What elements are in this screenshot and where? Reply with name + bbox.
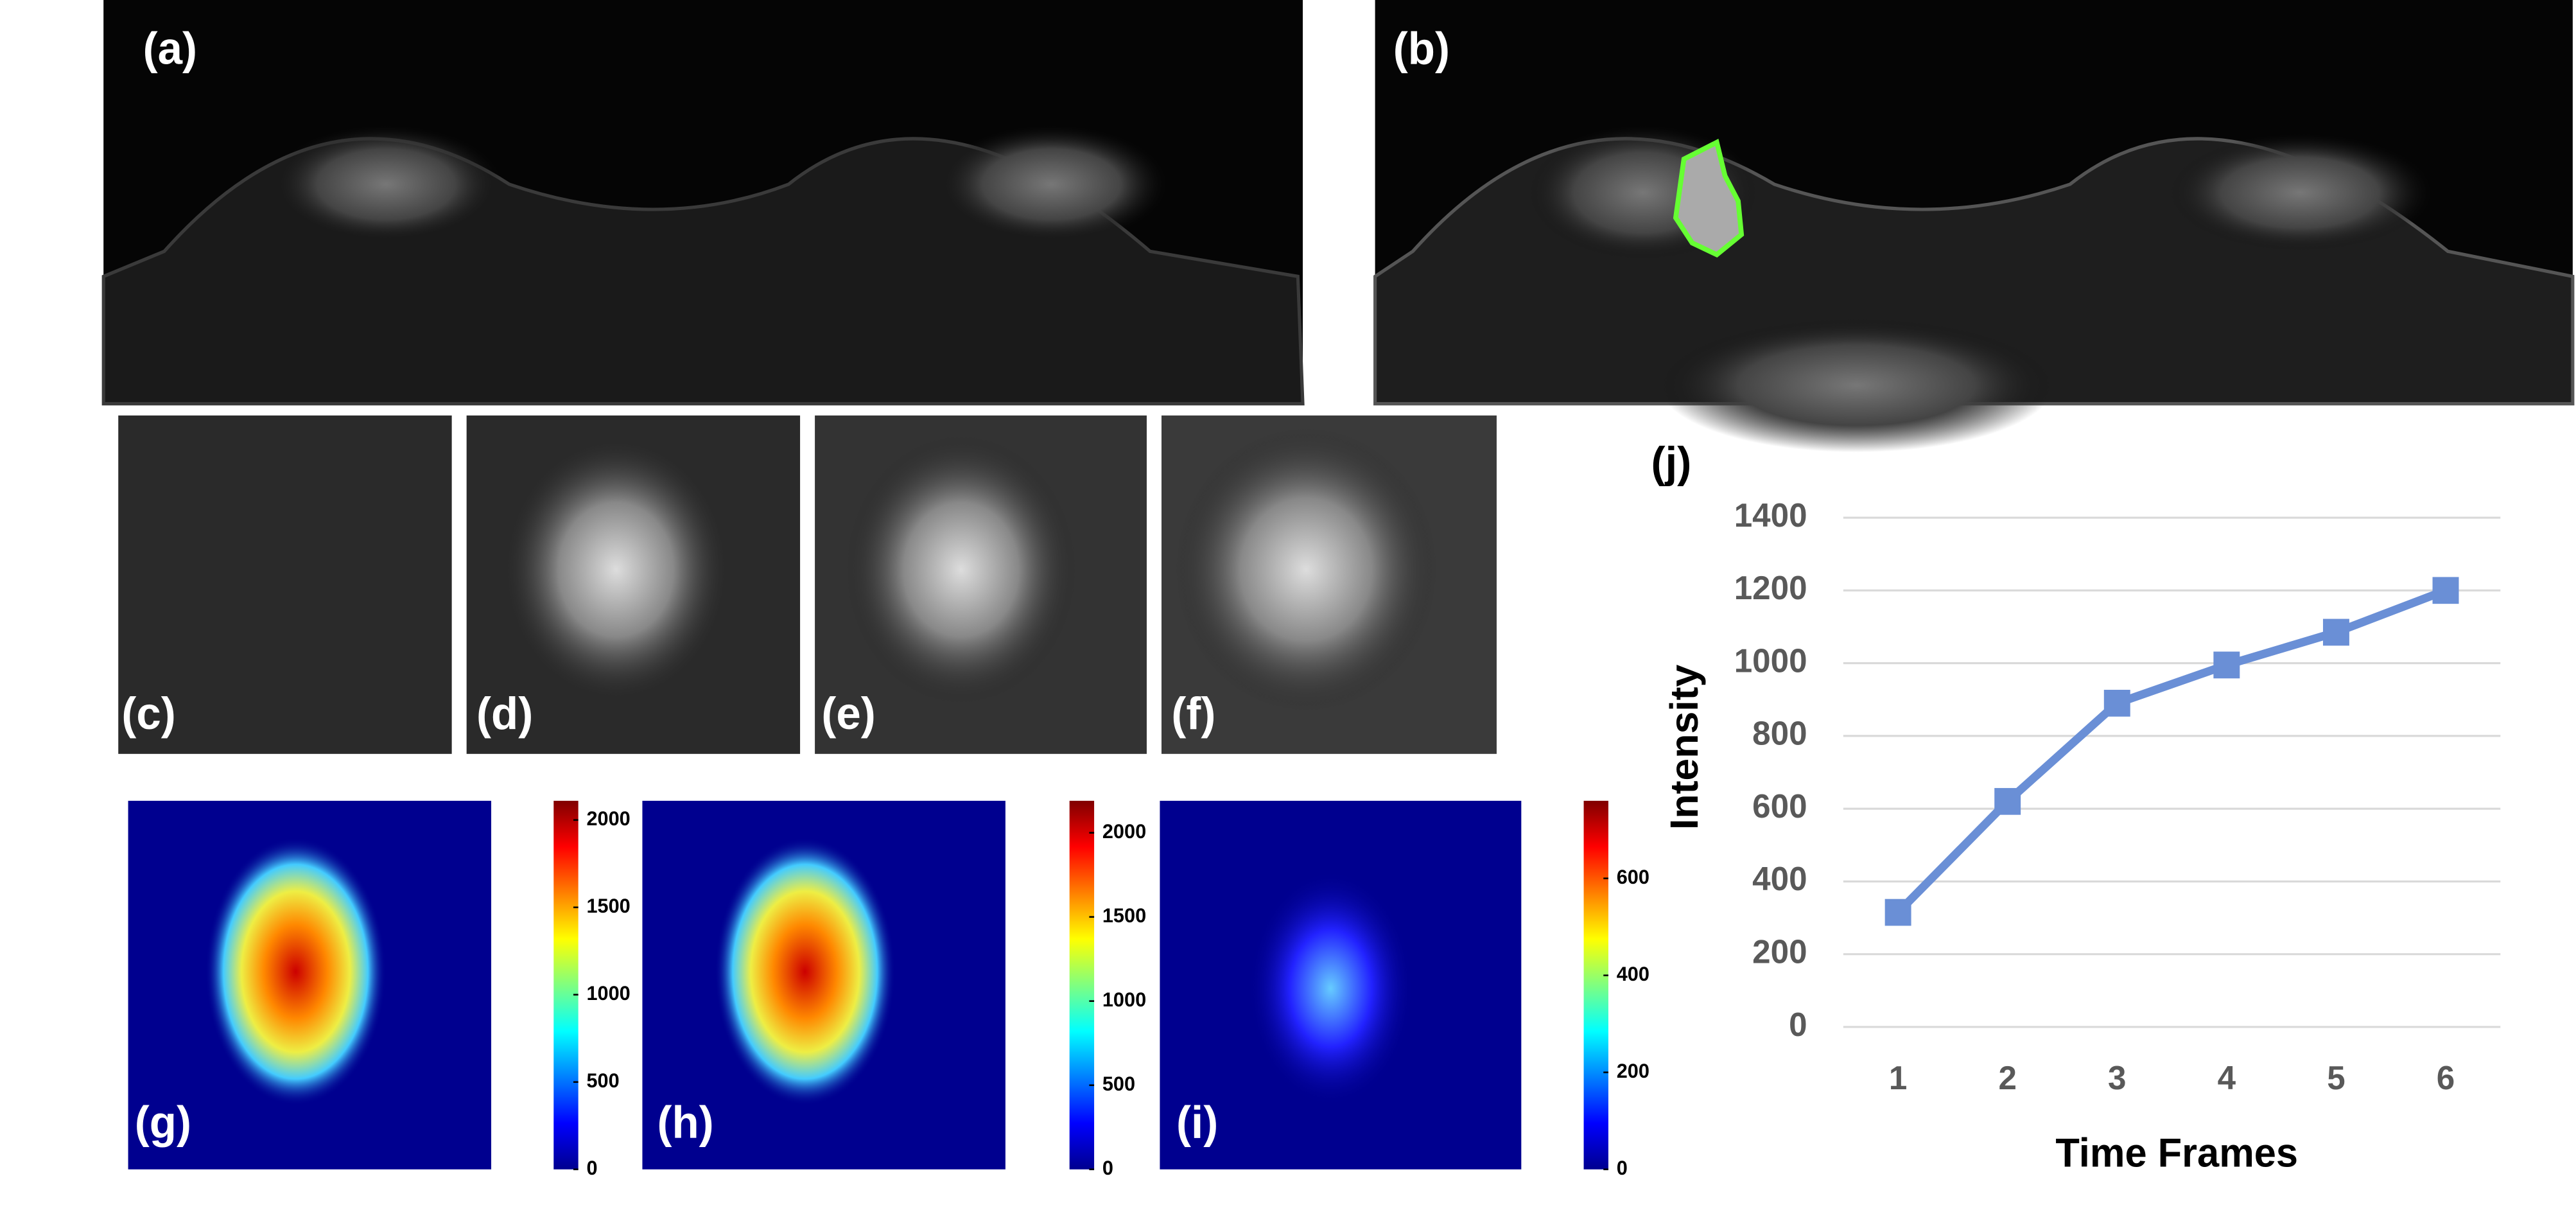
colorbar-tick-label: 0: [586, 1157, 597, 1179]
data-line: [1895, 586, 2448, 916]
map-region: [715, 838, 896, 1106]
y-tick-label: 800: [1752, 714, 1807, 752]
x-tick-label: 1: [1889, 1059, 1907, 1097]
data-point: [2213, 651, 2240, 679]
colorbar-tick-label: 500: [1102, 1073, 1135, 1095]
mri-crop: [118, 415, 452, 754]
panel-label: (f): [1171, 688, 1215, 739]
x-tick-label: 6: [2437, 1059, 2455, 1097]
y-axis-label: Intensity: [1663, 664, 1707, 830]
tissue: [2168, 134, 2432, 252]
data-point: [2322, 618, 2349, 646]
data-point: [1994, 787, 2021, 815]
colorbar-tick-label: 400: [1617, 963, 1649, 985]
colorbar-tick-label: 0: [1102, 1157, 1113, 1179]
panel-label: (i): [1176, 1097, 1218, 1148]
colorbar-tick-label: 0: [1617, 1157, 1628, 1179]
panel-label: (h): [657, 1097, 713, 1148]
data-point: [2432, 577, 2459, 604]
panel-label: (b): [1393, 23, 1450, 74]
colorbar-tick-label: 1000: [586, 982, 630, 1004]
y-tick-label: 0: [1789, 1005, 1807, 1043]
x-axis-label: Time Frames: [2055, 1131, 2298, 1176]
colorbar-tick-label: 1000: [1102, 988, 1146, 1011]
colorbar-tick-label: 200: [1617, 1060, 1649, 1082]
colorbar-tick-label: 2000: [586, 807, 630, 830]
colorbar-tick-label: 2000: [1102, 820, 1146, 843]
tissue: [1659, 318, 2054, 453]
colorbar: [1583, 800, 1608, 1170]
lesion: [846, 435, 1076, 704]
colorbar-tick-label: 600: [1617, 866, 1649, 888]
tissue: [271, 125, 501, 243]
map-region: [205, 838, 387, 1106]
x-tick-label: 5: [2327, 1059, 2345, 1097]
panel-label: (j): [1651, 438, 1691, 487]
lesion-contour: [1673, 139, 1745, 258]
panel-label: (e): [821, 688, 875, 739]
data-point: [1884, 899, 1911, 926]
x-tick-label: 2: [1998, 1059, 2016, 1097]
y-tick-label: 1000: [1734, 642, 1807, 680]
colorbar-tick-label: 1500: [1102, 904, 1146, 927]
colorbar: [553, 800, 579, 1170]
y-tick-label: 400: [1752, 860, 1807, 898]
panel-label: (d): [476, 688, 533, 739]
colorbar-tick-label: 500: [586, 1069, 619, 1092]
data-point: [2103, 690, 2130, 717]
y-tick-label: 1200: [1734, 569, 1807, 607]
x-tick-label: 4: [2218, 1059, 2236, 1097]
x-tick-label: 3: [2108, 1059, 2126, 1097]
map-region: [1248, 871, 1413, 1106]
y-tick-label: 1400: [1734, 496, 1807, 534]
lesion: [1174, 427, 1438, 712]
y-tick-label: 600: [1752, 787, 1807, 825]
panel-label: (a): [143, 23, 197, 74]
colorbar-tick-label: 1500: [586, 895, 630, 917]
panel-label: (g): [135, 1097, 191, 1148]
tissue: [936, 125, 1167, 243]
colorbar: [1069, 800, 1095, 1170]
panel-label: (c): [121, 688, 175, 739]
y-tick-label: 200: [1752, 933, 1807, 970]
lesion: [501, 435, 731, 704]
